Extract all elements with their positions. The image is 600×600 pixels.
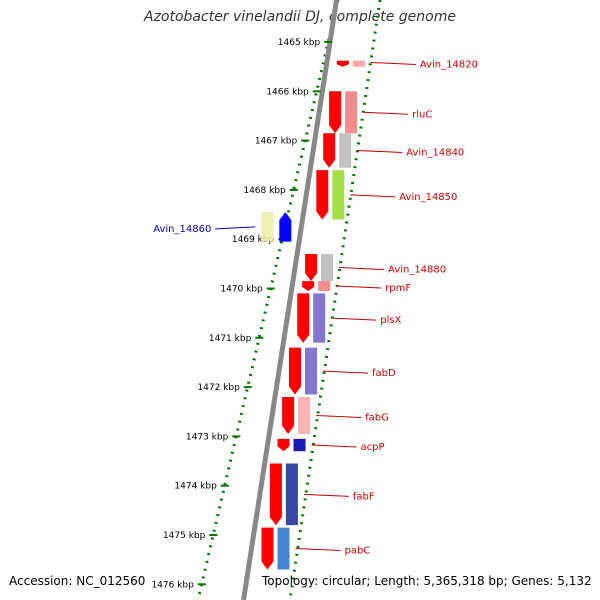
gene-label-Avin_14840: Avin_14840	[406, 147, 464, 158]
gene-arrow-Avin_14840	[323, 133, 336, 168]
gene-cog-box-Avin_14840	[339, 133, 352, 168]
gene-cog-box-fabF	[285, 463, 298, 526]
gene-leader-line-pabC	[295, 548, 341, 552]
scale-tick-label: 1473 kbp	[186, 432, 229, 442]
scale-tick-label: 1470 kbp	[220, 285, 263, 295]
gene-cog-box-acpP	[293, 438, 306, 452]
gene-label-Avin_14850: Avin_14850	[399, 192, 457, 203]
gene-leader-line-fabG	[316, 414, 362, 418]
gene-cog-box-plsX	[313, 293, 326, 343]
gene-arrow-rluC	[329, 91, 342, 134]
gene-label-Avin_14880: Avin_14880	[388, 265, 446, 276]
gene-leader-line-acpP	[311, 444, 357, 448]
gene-arrow-Avin_14880	[305, 253, 318, 282]
genome-backbone	[241, 0, 339, 600]
gene-label-fabG: fabG	[365, 412, 389, 423]
gene-cog-box-Avin_14860	[261, 212, 274, 242]
gene-leader-line-Avin_14860	[215, 226, 256, 230]
gene-arrow-fabG	[282, 396, 295, 434]
gene-label-pabC: pabC	[344, 546, 370, 557]
gene-label-acpP: acpP	[361, 442, 385, 453]
gene-arrow-Avin_14820	[336, 60, 349, 67]
gene-label-Avin_14820: Avin_14820	[420, 59, 478, 70]
gene-label-rpmF: rpmF	[385, 283, 411, 294]
map-title: Azotobacter vinelandii DJ, complete geno…	[144, 9, 456, 25]
gene-leader-line-rpmF	[336, 285, 382, 289]
gene-cog-box-Avin_14850	[332, 170, 345, 220]
gene-leader-line-rluC	[363, 111, 409, 115]
gene-leader-line-fabD	[322, 370, 369, 374]
gene-arrow-acpP	[277, 438, 290, 452]
scale-tick-label: 1466 kbp	[266, 87, 309, 97]
accession-label: Accession: NC_012560	[9, 574, 146, 588]
scale-tick-label: 1474 kbp	[174, 482, 217, 492]
gene-cog-box-fabG	[298, 396, 311, 434]
gene-arrow-plsX	[297, 293, 310, 343]
gene-cog-box-Avin_14820	[352, 60, 365, 67]
gene-label-plsX: plsX	[380, 315, 401, 326]
gene-cog-box-pabC	[277, 527, 290, 570]
gene-arrow-fabF	[269, 463, 282, 526]
scale-tick-label: 1465 kbp	[278, 38, 321, 48]
gene-leader-line-Avin_14850	[350, 194, 396, 198]
gene-leader-line-Avin_14840	[357, 149, 403, 153]
scale-tick-label: 1471 kbp	[209, 334, 252, 344]
scale-tick-label: 1472 kbp	[197, 383, 240, 393]
gene-cog-box-rluC	[345, 91, 358, 134]
gene-label-fabD: fabD	[372, 368, 396, 379]
gene-cog-box-fabD	[304, 347, 317, 395]
genome-summary-label: Topology: circular; Length: 5,365,318 bp…	[262, 574, 592, 588]
gene-arrow-pabC	[261, 527, 274, 570]
scale-tick-label: 1469 kbp	[232, 235, 275, 245]
scale-tick-label: 1468 kbp	[243, 186, 286, 196]
scale-tick-label: 1476 kbp	[151, 580, 194, 590]
gene-arrow-rpmF	[302, 281, 315, 291]
gene-cog-box-rpmF	[318, 281, 331, 291]
gene-arrow-Avin_14850	[316, 170, 329, 220]
gene-label-rluC: rluC	[412, 109, 432, 120]
gene-cog-box-Avin_14880	[321, 253, 334, 282]
gene-label-fabF: fabF	[353, 491, 375, 502]
gene-leader-line-fabF	[303, 493, 349, 497]
gene-arrow-fabD	[288, 347, 301, 395]
gene-leader-line-plsX	[331, 317, 377, 321]
outer-tick-guide	[288, 0, 382, 600]
gene-leader-line-Avin_14820	[370, 61, 416, 65]
scale-tick-label: 1467 kbp	[255, 137, 298, 147]
gene-leader-line-Avin_14880	[339, 267, 385, 271]
scale-tick-label: 1475 kbp	[163, 531, 206, 541]
gene-arrow-Avin_14860	[279, 212, 292, 242]
gene-label-Avin_14860: Avin_14860	[153, 224, 211, 235]
inner-tick-guide	[196, 0, 340, 600]
